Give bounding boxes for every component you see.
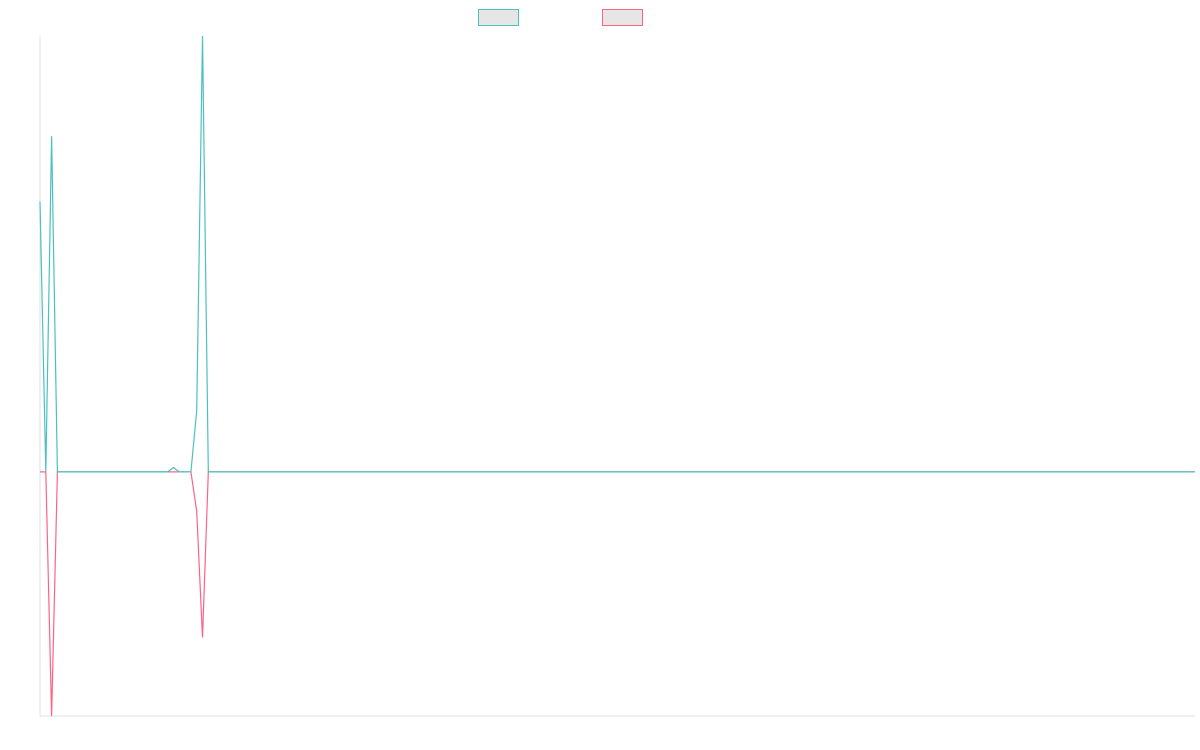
legend-swatch[interactable] [478, 9, 519, 26]
series-line [39, 35, 1195, 473]
legend-swatch[interactable] [602, 9, 643, 26]
series-line [40, 471, 1195, 717]
